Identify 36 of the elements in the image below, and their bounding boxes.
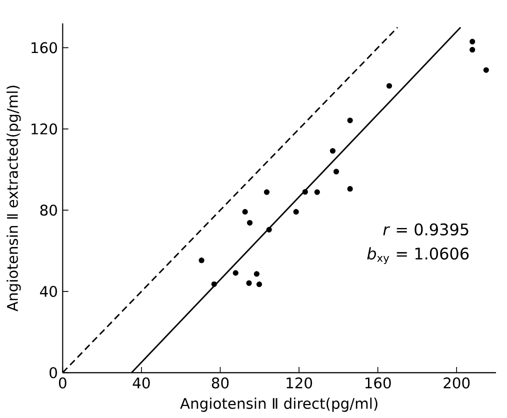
point — [470, 38, 476, 44]
x-tick-label: 80 — [212, 377, 229, 388]
point — [314, 189, 320, 195]
y-tick-label: 160 — [32, 42, 57, 54]
x-tick-label: 160 — [365, 377, 391, 388]
point — [302, 189, 308, 195]
point — [264, 189, 270, 195]
point — [266, 226, 272, 232]
point — [386, 83, 392, 89]
point — [347, 118, 353, 124]
point — [330, 148, 336, 154]
point — [483, 67, 489, 73]
point — [232, 270, 238, 276]
point — [242, 209, 248, 215]
point — [211, 281, 217, 287]
annotation: b$_{xy}$ = 1.0606 — [367, 247, 469, 264]
x-axis-title: Angiotensin Ⅱ direct(pg/ml) — [180, 398, 378, 412]
point — [347, 186, 353, 192]
point — [198, 258, 204, 264]
point — [254, 271, 260, 277]
point — [293, 209, 299, 215]
x-tick-label: 0 — [58, 377, 66, 388]
y-tick-label: 40 — [40, 286, 57, 297]
annotation: r = 0.9395 — [383, 223, 468, 236]
point — [256, 282, 262, 288]
point — [470, 46, 476, 53]
point — [246, 280, 252, 286]
y-tick-label: 0 — [50, 367, 57, 378]
x-tick-label: 200 — [444, 377, 470, 388]
point — [246, 220, 253, 226]
point — [333, 168, 340, 174]
x-tick-label: 120 — [286, 377, 312, 388]
y-axis-title: Angiotensin Ⅱ extracted(pg/ml) — [6, 86, 21, 312]
y-tick-label: 120 — [32, 123, 57, 134]
y-tick-label: 80 — [40, 204, 57, 216]
x-tick-label: 40 — [132, 377, 150, 388]
